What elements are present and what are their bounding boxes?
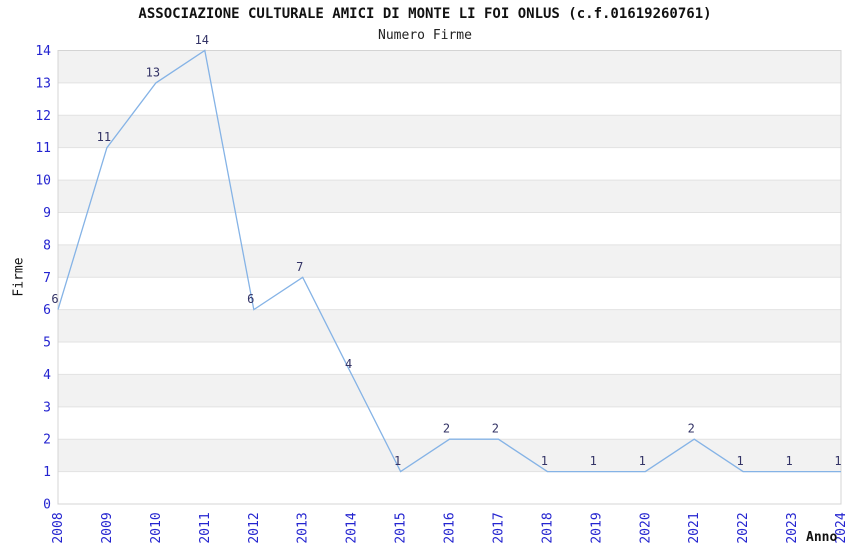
y-tick-label: 13 xyxy=(35,76,51,91)
point-value-label: 7 xyxy=(296,260,303,274)
x-tick-label: 2022 xyxy=(736,512,751,543)
y-tick-label: 7 xyxy=(43,271,51,286)
plot-band xyxy=(58,244,841,278)
x-tick-label: 2008 xyxy=(51,512,66,543)
y-tick-label: 1 xyxy=(43,465,51,480)
point-value-label: 2 xyxy=(688,422,695,436)
x-tick-label: 2020 xyxy=(638,512,653,543)
point-value-label: 4 xyxy=(345,357,352,371)
point-value-label: 2 xyxy=(492,422,499,436)
x-tick-label: 2023 xyxy=(785,512,800,543)
point-value-label: 1 xyxy=(785,454,792,468)
data-line xyxy=(57,49,841,473)
y-tick-label: 0 xyxy=(43,498,51,513)
plot-band xyxy=(58,50,841,83)
point-value-label: 1 xyxy=(736,454,743,468)
point-value-label: 2 xyxy=(443,422,450,436)
y-tick-label: 11 xyxy=(35,141,51,156)
x-tick-label: 2013 xyxy=(296,512,311,543)
point-value-label: 1 xyxy=(541,454,548,468)
y-tick-label: 10 xyxy=(35,174,51,189)
x-tick-label: 2021 xyxy=(687,512,702,543)
y-tick-label: 4 xyxy=(43,368,51,383)
x-tick-label: 2019 xyxy=(589,512,604,543)
plot-band xyxy=(58,374,841,407)
x-axis-title: Anno xyxy=(806,530,838,545)
point-value-label: 1 xyxy=(834,454,841,468)
x-tick-label: 2014 xyxy=(345,512,360,543)
y-tick-label: 12 xyxy=(35,109,51,124)
x-tick-label: 2016 xyxy=(443,512,458,543)
x-tick-label: 2009 xyxy=(100,512,115,543)
point-value-label: 6 xyxy=(51,292,58,306)
y-tick-label: 3 xyxy=(43,400,51,415)
plot-band xyxy=(58,115,841,148)
x-tick-label: 2015 xyxy=(394,512,409,543)
y-tick-label: 14 xyxy=(35,44,51,59)
point-value-label: 11 xyxy=(97,130,111,144)
plot-border xyxy=(57,50,842,505)
point-value-label: 1 xyxy=(590,454,597,468)
x-tick-label: 2010 xyxy=(149,512,164,543)
y-tick-label: 5 xyxy=(43,336,51,351)
x-tick-label: 2012 xyxy=(247,512,262,543)
chart-title: ASSOCIAZIONE CULTURALE AMICI DI MONTE LI… xyxy=(138,6,712,22)
x-tick-label: 2017 xyxy=(491,512,506,543)
y-tick-label: 8 xyxy=(43,238,51,253)
y-tick-label: 2 xyxy=(43,433,51,448)
plot-band xyxy=(58,180,841,213)
x-tick-label: 2018 xyxy=(540,512,555,543)
x-tick-label: 2011 xyxy=(198,512,213,543)
x-tick-label: 2024 xyxy=(834,512,849,543)
plot-band xyxy=(58,439,841,472)
point-value-label: 6 xyxy=(247,292,254,306)
plot-band xyxy=(58,309,841,343)
point-value-label: 14 xyxy=(195,33,209,47)
point-value-label: 13 xyxy=(146,65,160,79)
point-value-label: 1 xyxy=(639,454,646,468)
y-tick-label: 6 xyxy=(43,303,51,318)
point-value-label: 1 xyxy=(394,454,401,468)
chart-subtitle: Numero Firme xyxy=(378,28,472,43)
y-tick-label: 9 xyxy=(43,206,51,221)
